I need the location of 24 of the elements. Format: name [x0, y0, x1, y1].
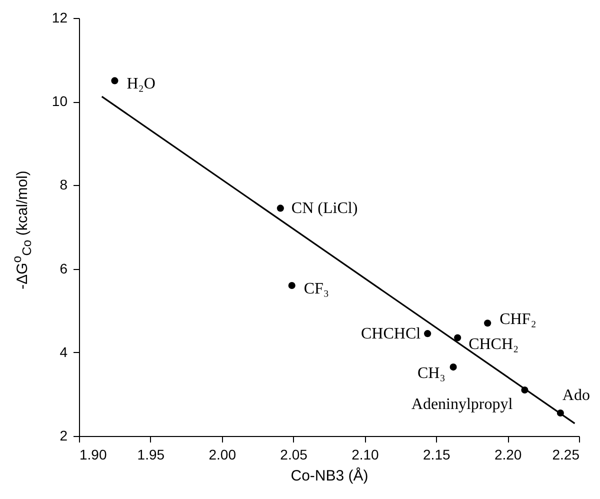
- data-label: CN (LiCl): [291, 200, 358, 218]
- data-label: CH₃: [417, 365, 446, 382]
- y-tick-label: 10: [52, 93, 68, 110]
- x-tick-label: 1.90: [80, 446, 107, 462]
- y-tick-label: 4: [60, 344, 68, 360]
- x-tick-label: 2.10: [352, 446, 380, 462]
- data-label: CHCH₂: [468, 336, 519, 353]
- y-tick-label: 2: [60, 428, 68, 444]
- x-axis-title: Co-NB3 (Å): [290, 466, 368, 484]
- data-label: CF₃: [304, 280, 330, 298]
- data-label: CHF₂: [500, 311, 536, 328]
- x-tick-label: 1.95: [137, 446, 165, 462]
- x-tick-label: 2.05: [280, 446, 308, 462]
- y-tick-label: 8: [60, 176, 68, 193]
- x-tick-label: 2.20: [494, 446, 522, 462]
- data-label: H₂O: [126, 76, 156, 93]
- data-label: Ado: [562, 387, 590, 404]
- x-tick-label: 2.25: [552, 446, 580, 462]
- data-label: CHCHCl: [360, 326, 422, 343]
- y-tick-label: 12: [52, 10, 68, 26]
- data-label: Adeninylpropyl: [411, 396, 514, 414]
- x-tick-label: 2.15: [423, 446, 450, 462]
- y-tick-label: 6: [60, 260, 68, 276]
- x-tick-label: 2.00: [208, 446, 236, 462]
